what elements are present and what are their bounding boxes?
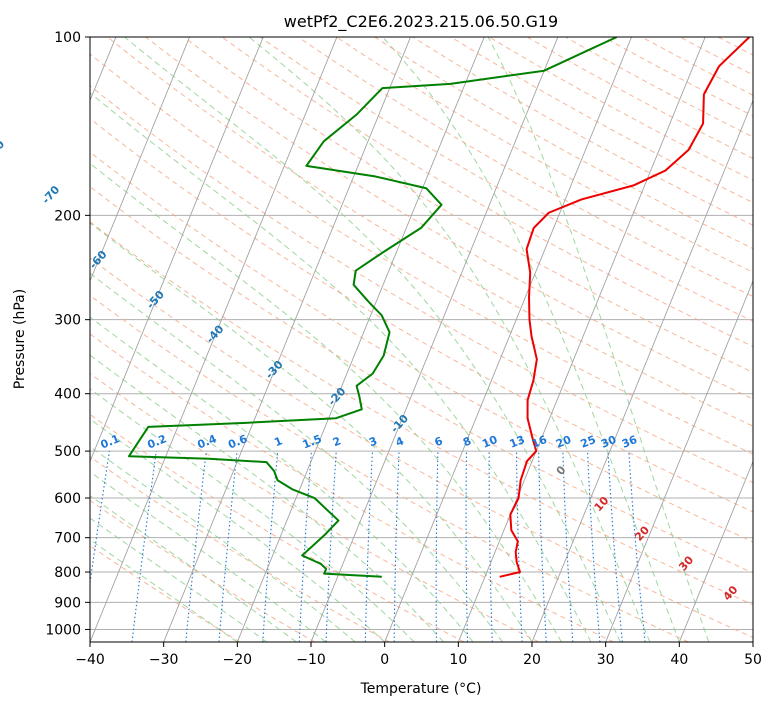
plot-area xyxy=(90,37,753,642)
x-tick-label-0: 0 xyxy=(380,652,389,668)
y-tick-label-900: 900 xyxy=(54,595,81,611)
y-axis-title: Pressure (hPa) xyxy=(12,289,28,389)
dry-adiabat-line xyxy=(450,37,753,204)
mixing-ratio-line-0.1 xyxy=(90,451,110,587)
y-tick-label-1000: 1000 xyxy=(45,622,81,638)
mixing-ratio-label: 16 xyxy=(530,433,549,451)
dry-adiabat-line xyxy=(90,257,753,639)
moist-adiabat-line xyxy=(90,222,533,642)
moist-adiabat-line xyxy=(382,37,680,642)
dry-adiabat-line xyxy=(107,37,753,427)
isotherm-label: -80 xyxy=(0,137,8,161)
x-tick-label-40: 40 xyxy=(670,652,688,668)
x-tick-label--20: −20 xyxy=(223,652,253,668)
isotherm-line xyxy=(384,37,632,642)
x-tick-label-30: 30 xyxy=(597,652,615,668)
y-axis-ticks: 100 200 300 400 500 600 700 800 900 1000 xyxy=(45,30,90,638)
dry-adiabat-line xyxy=(90,333,614,642)
mixing-ratio-label: 13 xyxy=(508,433,527,451)
mixing-ratio-label: 1 xyxy=(272,434,284,449)
moist-adiabat-line xyxy=(90,418,386,642)
dry-adiabat-line xyxy=(412,37,753,226)
y-tick-label-600: 600 xyxy=(54,491,81,507)
moist-adiabat-line xyxy=(124,37,621,642)
mixing-ratio-label: 36 xyxy=(620,433,639,451)
moist-adiabats xyxy=(90,37,710,642)
isotherm-line xyxy=(90,37,264,463)
x-tick-label-10: 10 xyxy=(449,652,467,668)
moist-adiabat-line xyxy=(90,316,474,642)
isotherm-line xyxy=(163,37,411,642)
x-axis-title: Temperature (°C) xyxy=(360,681,482,697)
dry-adiabat-line xyxy=(526,37,753,159)
pressure-grid xyxy=(90,37,753,630)
x-tick-label--30: −30 xyxy=(149,652,179,668)
isotherm-line xyxy=(310,37,559,642)
isotherm-line xyxy=(236,37,485,642)
x-tick-label--10: −10 xyxy=(296,652,326,668)
x-tick-label--40: −40 xyxy=(75,652,105,668)
mixing-ratio-label: 2 xyxy=(331,434,343,449)
dry-adiabat-line xyxy=(90,151,753,543)
isotherms xyxy=(90,37,753,642)
mixing-ratio-lines xyxy=(90,451,646,642)
mixing-ratio-label: 10 xyxy=(480,433,499,451)
dry-adiabat-line xyxy=(90,117,753,513)
moist-adiabat-line xyxy=(248,37,651,642)
isotherm-line xyxy=(678,460,753,642)
moist-adiabat-line xyxy=(90,272,503,642)
mixing-ratio-line-0.2 xyxy=(131,451,157,642)
mixing-ratio-label: 20 xyxy=(554,433,573,451)
y-tick-label-800: 800 xyxy=(54,565,81,581)
plot-frame xyxy=(89,36,754,643)
isotherm-line xyxy=(605,279,753,642)
y-tick-label-400: 400 xyxy=(54,387,81,403)
moist-adiabat-line xyxy=(487,37,710,642)
x-tick-label-50: 50 xyxy=(744,652,762,668)
dry-adiabat-line xyxy=(90,294,689,642)
y-tick-label-500: 500 xyxy=(54,444,81,460)
y-tick-label-700: 700 xyxy=(54,531,81,547)
y-tick-label-200: 200 xyxy=(54,208,81,224)
moist-adiabat-line xyxy=(90,517,268,642)
dry-adiabat-line xyxy=(90,456,390,642)
mixing-ratio-label: 8 xyxy=(461,434,473,449)
moist-adiabat-line xyxy=(90,162,562,642)
temperature-profile-line xyxy=(499,37,751,578)
mixing-ratio-label: 3 xyxy=(367,434,379,449)
x-tick-label-20: 20 xyxy=(523,652,541,668)
y-tick-label-100: 100 xyxy=(54,30,81,46)
x-axis-ticks: −40 −30 −20 −10 0 10 20 30 40 50 xyxy=(75,642,762,668)
dry-adiabat-line xyxy=(90,85,753,484)
moist-adiabat-line xyxy=(90,494,297,642)
moist-adiabat-line xyxy=(90,539,238,642)
dry-adiabat-line xyxy=(259,37,753,322)
isotherm-line xyxy=(457,37,706,642)
dry-adiabat-line xyxy=(145,37,753,400)
y-tick-label-300: 300 xyxy=(54,313,81,329)
dry-adiabat-line xyxy=(90,499,315,642)
dewpoint-profile-line xyxy=(127,37,618,578)
dry-adiabat-line xyxy=(297,37,753,298)
chart-title: wetPf2_C2E6.2023.215.06.50.G19 xyxy=(284,12,558,32)
isotherm-line xyxy=(531,99,753,642)
sounding-series xyxy=(127,37,751,578)
isotherm-line xyxy=(90,37,338,642)
moist-adiabat-line xyxy=(90,471,327,642)
moist-adiabat-line xyxy=(90,354,444,642)
mixing-ratio-label: 30 xyxy=(599,433,618,451)
dry-adiabat-line xyxy=(221,37,753,348)
moist-adiabat-line xyxy=(90,388,415,642)
mixing-ratio-label: 25 xyxy=(579,433,598,451)
isotherm-line xyxy=(90,37,190,283)
dry-adiabat-line xyxy=(90,53,753,455)
